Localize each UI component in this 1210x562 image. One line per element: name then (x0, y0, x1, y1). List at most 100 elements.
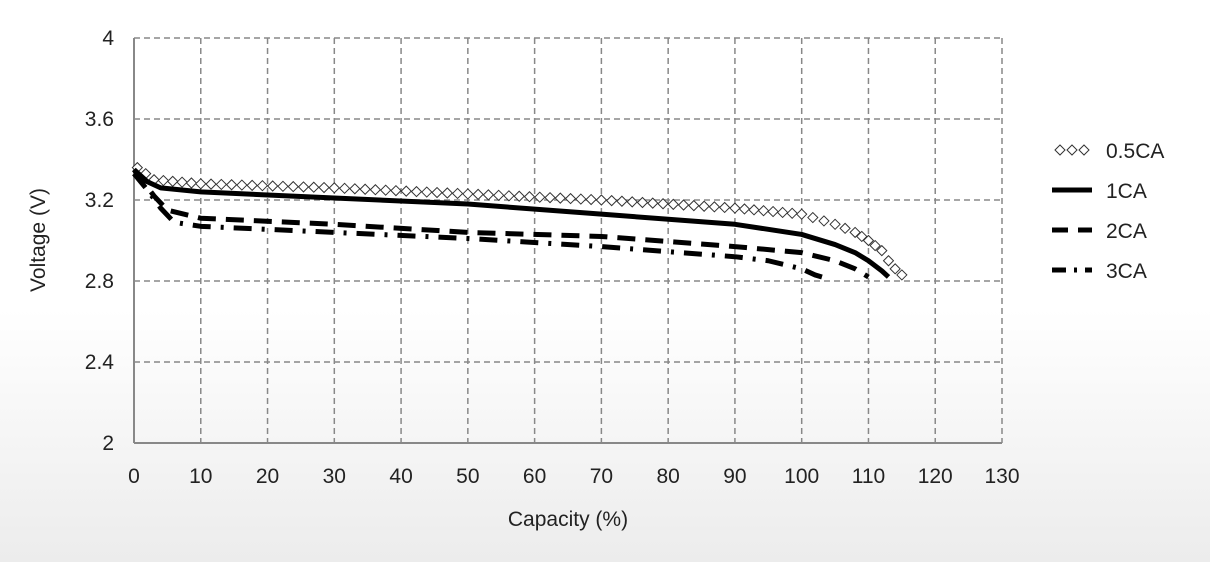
series-marker-0.5ca (667, 198, 679, 211)
y-tick-label: 2.8 (85, 270, 114, 293)
series-marker-0.5ca (795, 208, 808, 220)
series-marker-0.5ca (287, 180, 299, 193)
series-line-1ca (132, 167, 891, 279)
series-marker-0.5ca (523, 191, 536, 203)
series-marker-0.5ca (626, 196, 638, 208)
series-marker-0.5ca (718, 201, 731, 214)
series-marker-0.5ca (729, 202, 741, 214)
legend: 0.5CA 1CA 2CA 3CA (1052, 140, 1164, 283)
legend-marker-0.5ca (1066, 144, 1078, 156)
x-tick-label: 60 (523, 465, 546, 488)
series-marker-0.5ca (400, 185, 412, 197)
series-marker-0.5ca (882, 255, 895, 267)
x-tick-label: 0 (128, 465, 140, 488)
x-tick-label: 50 (456, 465, 479, 488)
series-marker-0.5ca (185, 177, 198, 189)
y-axis-label: Voltage (V) (27, 188, 50, 292)
series-marker-0.5ca (616, 195, 628, 207)
series-marker-0.5ca (595, 194, 608, 206)
series-marker-0.5ca (767, 205, 779, 218)
series-marker-0.5ca (889, 263, 901, 275)
x-tick-label: 20 (256, 465, 279, 488)
x-tick-label: 80 (656, 465, 679, 488)
series-marker-0.5ca (157, 174, 170, 187)
series-marker-0.5ca (369, 184, 382, 196)
x-tick-label: 90 (723, 465, 746, 488)
series-layer (131, 161, 908, 282)
x-tick-label: 120 (918, 465, 953, 488)
grid (133, 37, 1003, 444)
series-marker-0.5ca (277, 180, 289, 192)
series-marker-0.5ca (786, 207, 798, 220)
series-marker-0.5ca (308, 181, 320, 193)
series-marker-0.5ca (776, 206, 789, 219)
y-tick-label: 2 (102, 432, 114, 455)
series-marker-0.5ca (818, 215, 830, 227)
series-marker-0.5ca (829, 218, 841, 231)
series-marker-0.5ca (349, 183, 361, 195)
x-tick-label: 40 (389, 465, 412, 488)
series-marker-0.5ca (647, 197, 659, 209)
series-marker-0.5ca (236, 179, 248, 191)
series-marker-0.5ca (338, 182, 351, 195)
series-marker-0.5ca (554, 192, 567, 204)
series-marker-0.5ca (390, 184, 402, 197)
y-tick-label: 3.6 (85, 108, 114, 131)
series-marker-0.5ca (738, 203, 751, 215)
series-marker-0.5ca (451, 187, 464, 200)
legend-label: 1CA (1106, 180, 1147, 203)
series-marker-0.5ca (862, 234, 875, 247)
legend-marker-0.5ca (1054, 144, 1066, 156)
series-marker-0.5ca (564, 192, 577, 205)
series-marker-0.5ca (195, 178, 207, 190)
series-marker-0.5ca (462, 188, 474, 200)
series-line-3ca (132, 172, 830, 282)
series-marker-0.5ca (328, 182, 341, 194)
series-marker-0.5ca (503, 190, 515, 202)
x-tick-label: 10 (189, 465, 212, 488)
legend-label: 2CA (1106, 220, 1147, 243)
series-marker-0.5ca (441, 187, 454, 199)
series-marker-0.5ca (215, 178, 228, 191)
series-marker-0.5ca (492, 189, 505, 202)
series-marker-0.5ca (266, 180, 279, 192)
x-tick-label: 130 (984, 465, 1019, 488)
series-marker-0.5ca (585, 193, 597, 206)
series-marker-0.5ca (856, 230, 868, 243)
x-tick-label: 100 (784, 465, 819, 488)
series-marker-0.5ca (849, 226, 861, 239)
x-tick-label: 30 (323, 465, 346, 488)
series-marker-0.5ca (688, 199, 700, 212)
y-tick-label: 4 (102, 27, 114, 50)
series-marker-0.5ca (513, 190, 525, 202)
series-marker-0.5ca (246, 179, 258, 192)
series-marker-0.5ca (869, 239, 881, 252)
series-marker-0.5ca (256, 179, 269, 192)
series-marker-0.5ca (896, 269, 908, 281)
series-marker-0.5ca (318, 181, 330, 194)
x-tick-label: 70 (590, 465, 613, 488)
y-tick-label: 3.2 (85, 189, 114, 212)
x-axis-label: Capacity (%) (508, 508, 628, 531)
tick-labels: 0 10 20 30 40 50 60 70 80 90 100 110 120 130 2 2.4 2.8 3.… (85, 27, 1020, 488)
series-marker-0.5ca (698, 200, 710, 212)
series-marker-0.5ca (297, 181, 310, 193)
series-marker-0.5ca (807, 211, 819, 224)
series-marker-0.5ca (534, 191, 546, 203)
series-marker-0.5ca (176, 176, 188, 188)
series-marker-0.5ca (708, 201, 721, 213)
series-marker-0.5ca (482, 189, 495, 201)
series-marker-0.5ca (757, 204, 770, 217)
series-line-2ca (132, 168, 870, 280)
series-marker-0.5ca (876, 244, 888, 257)
series-marker-0.5ca (359, 183, 371, 195)
series-marker-0.5ca (575, 193, 587, 205)
series-marker-0.5ca (748, 204, 760, 216)
series-marker-0.5ca (677, 199, 690, 211)
legend-label: 0.5CA (1106, 140, 1164, 163)
legend-marker-0.5ca (1078, 144, 1090, 156)
series-marker-0.5ca (472, 188, 484, 201)
x-tick-label: 110 (852, 465, 885, 488)
series-marker-0.5ca (544, 191, 556, 204)
